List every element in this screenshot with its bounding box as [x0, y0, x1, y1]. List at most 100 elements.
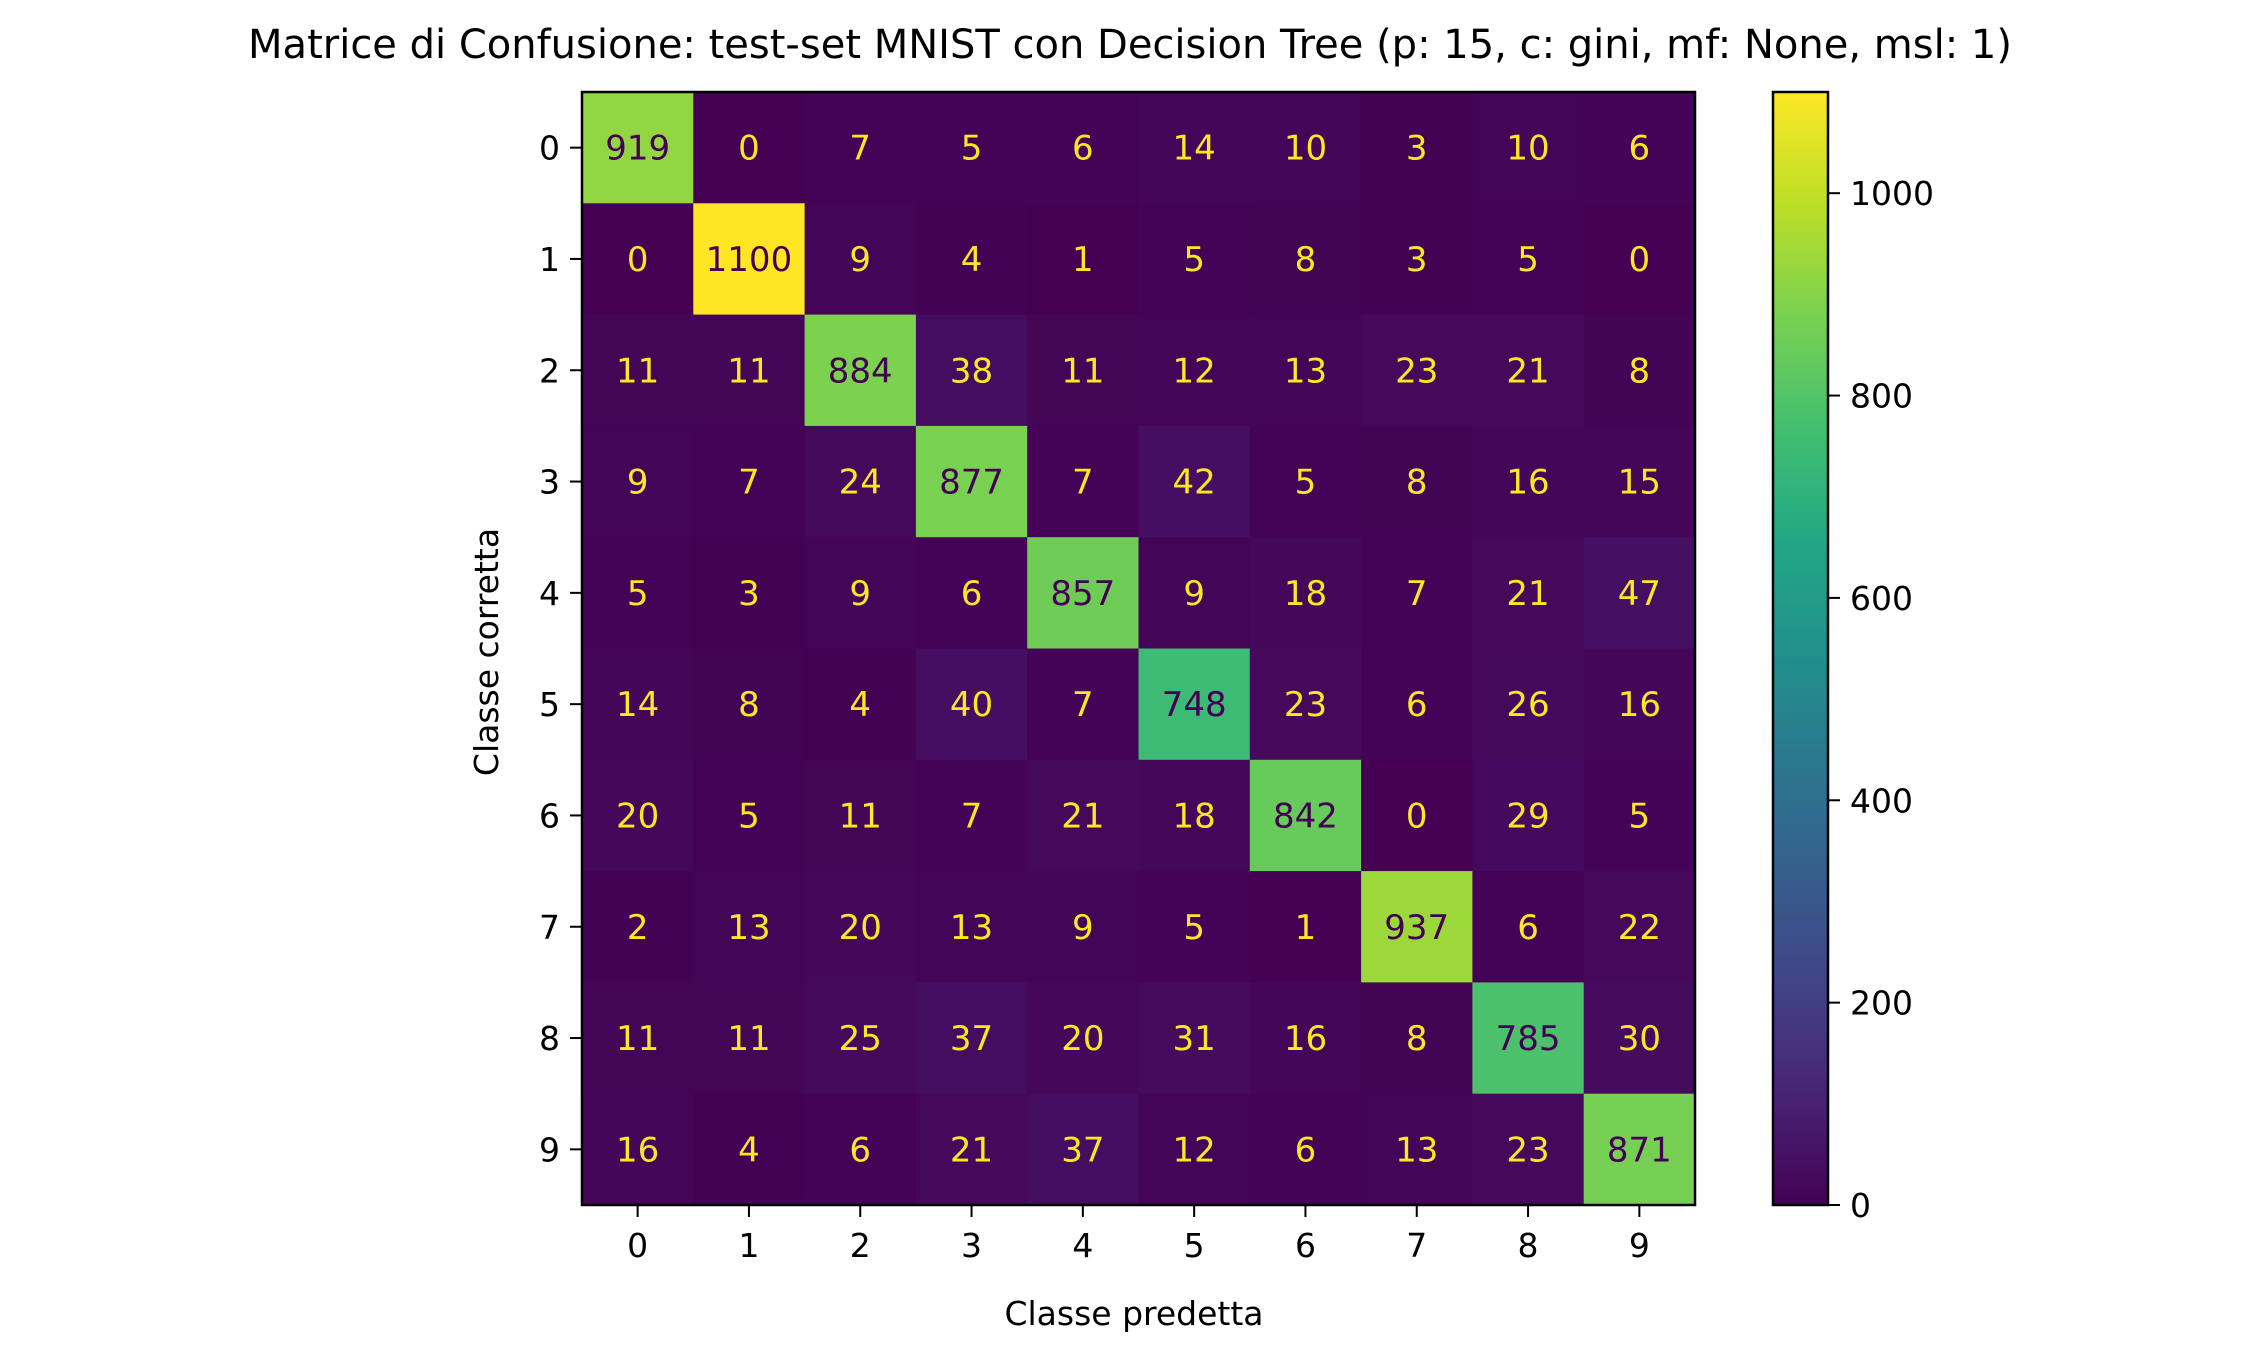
- cell-value-4-0: 5: [627, 574, 649, 614]
- heatmap-cell-7-8: [1472, 871, 1585, 983]
- heatmap-cell-1-3: [915, 203, 1028, 316]
- cell-value-5-3: 40: [950, 685, 993, 725]
- colorbar-tick-label: 0: [1850, 1186, 1871, 1225]
- heatmap-cell-8-9: [1583, 982, 1696, 1095]
- colorbar-tick-label: 400: [1850, 781, 1913, 820]
- heatmap-cell-9-6: [1249, 1093, 1362, 1206]
- cell-value-1-4: 1: [1072, 240, 1094, 280]
- cell-value-0-6: 10: [1284, 129, 1327, 169]
- cell-value-7-1: 13: [727, 908, 770, 948]
- cell-value-3-9: 15: [1618, 463, 1661, 503]
- heatmap-cell-0-0: [582, 92, 694, 204]
- cell-value-3-6: 5: [1295, 463, 1317, 503]
- heatmap-cell-3-0: [582, 425, 694, 538]
- x-tick-label: 3: [961, 1226, 982, 1265]
- cell-value-2-3: 38: [950, 351, 993, 391]
- y-tick-label: 9: [539, 1130, 560, 1169]
- cell-value-2-4: 11: [1061, 351, 1104, 391]
- y-axis-ticks: 0 1 2 3 4 5 6 7 8 9: [539, 129, 582, 1169]
- cell-value-0-5: 14: [1173, 129, 1216, 169]
- cell-value-9-6: 6: [1295, 1130, 1317, 1170]
- heatmap-cell-5-2: [804, 648, 917, 761]
- colorbar-tick-label: 600: [1850, 579, 1913, 618]
- colorbar-ticks: 0 200 400 600 800 1000: [1828, 174, 1934, 1225]
- heatmap-cell-4-3: [915, 537, 1028, 650]
- heatmap-cell-0-9: [1583, 92, 1696, 204]
- cell-value-1-1: 1100: [706, 240, 793, 280]
- heatmap-cell-0-8: [1472, 92, 1585, 204]
- heatmap-cell-2-7: [1361, 314, 1473, 427]
- heatmap-cell-6-7: [1361, 759, 1473, 872]
- heatmap-cell-1-0: [582, 203, 694, 316]
- cell-value-0-2: 7: [849, 129, 871, 169]
- colorbar-tick-label: 1000: [1850, 174, 1934, 213]
- cell-value-1-3: 4: [961, 240, 983, 280]
- heatmap-cell-4-6: [1249, 537, 1362, 650]
- x-tick-label: 8: [1518, 1226, 1539, 1265]
- heatmap-cell-5-8: [1472, 648, 1585, 761]
- heatmap-cell-5-9: [1583, 648, 1696, 761]
- cell-value-6-8: 29: [1506, 796, 1549, 836]
- heatmap-cell-2-8: [1472, 314, 1585, 427]
- heatmap-cell-8-1: [693, 982, 806, 1095]
- cell-value-0-4: 6: [1072, 129, 1094, 169]
- cell-value-3-4: 7: [1072, 463, 1094, 503]
- heatmap-cell-8-5: [1138, 982, 1251, 1095]
- heatmap-cell-2-6: [1249, 314, 1362, 427]
- cell-value-6-6: 842: [1273, 796, 1338, 836]
- cell-value-5-8: 26: [1506, 685, 1549, 725]
- heatmap-cell-1-5: [1138, 203, 1251, 316]
- y-axis-label: Classe corretta: [467, 528, 506, 776]
- heatmap-cell-2-2: [804, 314, 917, 427]
- cell-value-4-5: 9: [1183, 574, 1205, 614]
- cell-value-8-1: 11: [727, 1019, 770, 1059]
- cell-value-9-8: 23: [1506, 1130, 1549, 1170]
- y-tick-label: 4: [539, 574, 560, 613]
- cell-value-8-8: 785: [1496, 1019, 1561, 1059]
- heatmap-cell-6-8: [1472, 759, 1585, 872]
- heatmap-cells: [582, 92, 1696, 1206]
- cell-value-9-7: 13: [1395, 1130, 1438, 1170]
- cell-value-2-6: 13: [1284, 351, 1327, 391]
- heatmap-cell-5-0: [582, 648, 694, 761]
- heatmap-cell-5-3: [915, 648, 1028, 761]
- cell-value-9-2: 6: [849, 1130, 871, 1170]
- heatmap-cell-0-3: [915, 92, 1028, 204]
- y-tick-label: 0: [539, 129, 560, 168]
- y-tick-label: 7: [539, 908, 560, 947]
- cell-value-0-1: 0: [738, 129, 760, 169]
- heatmap-cell-4-7: [1361, 537, 1473, 650]
- x-axis-label: Classe predetta: [1004, 1294, 1263, 1333]
- heatmap-cell-4-5: [1138, 537, 1251, 650]
- heatmap-cell-3-2: [804, 425, 917, 538]
- y-tick-label: 1: [539, 240, 560, 279]
- cell-value-4-6: 18: [1284, 574, 1327, 614]
- cell-value-3-2: 24: [839, 463, 882, 503]
- x-tick-label: 2: [850, 1226, 871, 1265]
- heatmap-cell-6-5: [1138, 759, 1251, 872]
- heatmap-cell-5-6: [1249, 648, 1362, 761]
- heatmap-cell-6-0: [582, 759, 694, 872]
- cell-value-4-9: 47: [1618, 574, 1661, 614]
- heatmap-cell-7-9: [1583, 871, 1696, 983]
- cell-value-4-4: 857: [1050, 574, 1115, 614]
- heatmap-cell-2-3: [915, 314, 1028, 427]
- heatmap-cell-5-4: [1027, 648, 1140, 761]
- x-tick-label: 7: [1406, 1226, 1427, 1265]
- heatmap-cell-3-7: [1361, 425, 1473, 538]
- heatmap-cell-7-4: [1027, 871, 1140, 983]
- heatmap-cell-0-4: [1027, 92, 1140, 204]
- cell-value-6-4: 21: [1061, 796, 1104, 836]
- heatmap-cell-7-0: [582, 871, 694, 983]
- cell-value-4-8: 21: [1506, 574, 1549, 614]
- heatmap-cell-0-7: [1361, 92, 1473, 204]
- heatmap-cell-4-1: [693, 537, 806, 650]
- y-tick-label: 8: [539, 1019, 560, 1058]
- cell-value-1-2: 9: [849, 240, 871, 280]
- y-tick-label: 3: [539, 463, 560, 502]
- cell-value-2-5: 12: [1173, 351, 1216, 391]
- cell-value-1-8: 5: [1517, 240, 1539, 280]
- heatmap-cell-3-3: [915, 425, 1028, 538]
- heatmap-cell-5-1: [693, 648, 806, 761]
- heatmap-cell-1-8: [1472, 203, 1585, 316]
